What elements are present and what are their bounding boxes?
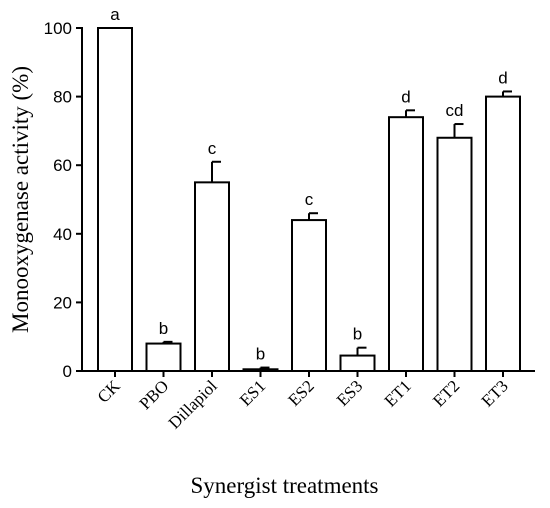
significance-label: b (353, 325, 362, 344)
y-axis-title: Monooxygenase activity (%) (8, 66, 33, 333)
x-tick-label: ES2 (284, 376, 317, 409)
significance-label: d (498, 68, 507, 87)
x-tick-label: PBO (136, 376, 173, 413)
y-tick-label: 80 (53, 88, 72, 107)
significance-label: b (256, 345, 265, 364)
y-tick-label: 0 (63, 362, 72, 381)
x-tick-label: ES1 (236, 376, 269, 409)
y-tick-label: 40 (53, 225, 72, 244)
y-tick-label: 100 (44, 19, 72, 38)
bar-es2 (291, 219, 327, 372)
y-tick-labels: 0 20 40 60 80 100 (44, 19, 72, 381)
significance-label: a (110, 5, 120, 24)
y-tick-label: 20 (53, 293, 72, 312)
significance-label: b (159, 319, 168, 338)
bar-es1 (242, 368, 279, 373)
x-tick-label: ET3 (478, 376, 512, 410)
bar-es3 (339, 354, 376, 373)
bar-et3 (485, 95, 521, 372)
bar-et1 (388, 116, 424, 373)
x-tick-label: ET2 (429, 376, 463, 410)
error-bars (162, 90, 512, 370)
x-tick-label: Dillapiol (165, 376, 221, 432)
significance-label: c (208, 139, 217, 158)
bar-et2 (436, 136, 473, 372)
y-tick-label: 60 (53, 156, 72, 175)
x-tick-label: CK (94, 376, 125, 407)
significance-label: cd (446, 101, 464, 120)
bar-pbo (145, 342, 182, 372)
significance-label: d (401, 87, 410, 106)
bar-ck (97, 27, 133, 372)
significance-labels: a b c b c b d cd d (110, 5, 507, 364)
bar-dillapiol (194, 181, 230, 372)
significance-label: c (305, 190, 314, 209)
x-tick-label: ES3 (333, 376, 366, 409)
y-axis (76, 27, 83, 372)
x-axis-title: Synergist treatments (190, 473, 378, 498)
bars (97, 27, 521, 373)
x-tick-label: ET1 (381, 376, 415, 410)
